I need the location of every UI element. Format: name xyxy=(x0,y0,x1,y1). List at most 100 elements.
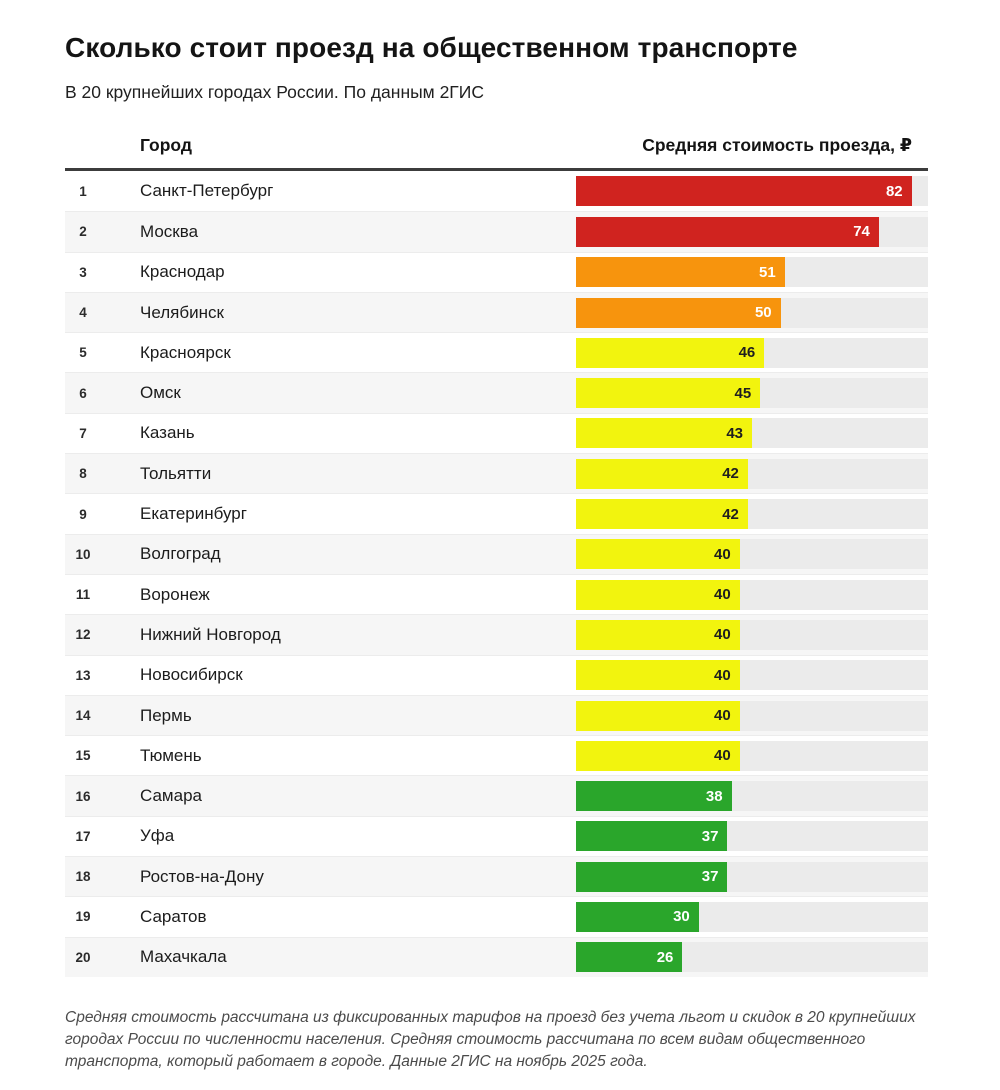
table-header: Город Средняя стоимость проезда, ₽ xyxy=(65,135,928,171)
row-value-label: 40 xyxy=(714,586,731,604)
bar-track: 37 xyxy=(576,821,928,852)
bar-track: 40 xyxy=(576,579,928,610)
page-subtitle: В 20 крупнейших городах России. По данны… xyxy=(65,82,485,102)
row-value-label: 46 xyxy=(738,344,756,362)
row-bar: 30 xyxy=(576,901,699,932)
row-rank: 1 xyxy=(79,183,87,199)
table-row: 9 Екатеринбург 42 xyxy=(65,493,928,534)
row-rank: 11 xyxy=(75,587,91,603)
table-row: 10 Волгоград 40 xyxy=(65,533,928,574)
row-rank: 12 xyxy=(75,627,91,643)
row-value-label: 50 xyxy=(754,304,772,322)
table-row: 19 Саратов 30 xyxy=(65,896,928,937)
column-header-value: Средняя стоимость проезда, ₽ xyxy=(642,135,912,155)
row-city: Казань xyxy=(140,423,195,443)
row-bar: 26 xyxy=(576,942,683,973)
bar-track: 45 xyxy=(576,378,928,409)
table-row: 5 Красноярск 46 xyxy=(65,332,928,373)
row-bar: 40 xyxy=(576,660,740,691)
table-row: 3 Краснодар 51 xyxy=(65,251,928,292)
row-bar: 50 xyxy=(576,297,781,328)
table-row: 16 Самара 38 xyxy=(65,775,928,816)
row-bar: 40 xyxy=(576,579,740,610)
row-bar: 38 xyxy=(576,781,732,812)
row-city: Красноярск xyxy=(140,342,231,362)
bar-track: 82 xyxy=(576,176,928,207)
row-city: Екатеринбург xyxy=(140,504,247,524)
infographic-page: Сколько стоит проезд на общественном тра… xyxy=(65,32,928,1070)
bar-track: 51 xyxy=(576,257,928,288)
row-value-label: 40 xyxy=(714,707,731,724)
row-city: Краснодар xyxy=(140,262,225,282)
row-bar: 42 xyxy=(576,458,748,489)
row-value-label: 45 xyxy=(734,384,752,402)
page-title: Сколько стоит проезд на общественном тра… xyxy=(65,32,798,63)
row-value-label: 42 xyxy=(722,505,739,523)
bar-track: 37 xyxy=(576,861,928,892)
table-row: 18 Ростов-на-Дону 37 xyxy=(65,856,928,897)
row-city: Новосибирск xyxy=(140,665,243,685)
row-bar: 74 xyxy=(576,216,879,247)
bar-track: 38 xyxy=(576,781,928,812)
row-city: Ростов-на-Дону xyxy=(140,866,264,886)
bar-track: 30 xyxy=(576,901,928,932)
table-row: 14 Пермь 40 xyxy=(65,694,928,736)
bar-track: 42 xyxy=(576,458,928,489)
table-row: 12 Нижний Новгород 40 xyxy=(65,614,928,655)
row-city: Москва xyxy=(140,221,199,241)
row-value-label: 40 xyxy=(714,626,731,644)
table-row: 7 Казань 43 xyxy=(65,412,928,454)
row-bar: 51 xyxy=(576,257,785,288)
row-bar: 43 xyxy=(576,418,752,449)
table-body: 1 Санкт-Петербург 82 2 Москва 74 3 Красн… xyxy=(65,171,928,977)
row-value-label: 82 xyxy=(885,182,903,200)
table-row: 15 Тюмень 40 xyxy=(65,735,928,776)
row-bar: 40 xyxy=(576,740,740,771)
row-value-label: 38 xyxy=(705,787,723,805)
row-bar: 37 xyxy=(576,821,728,852)
row-city: Пермь xyxy=(140,705,192,725)
row-city: Уфа xyxy=(140,826,175,846)
table-row: 6 Омск 45 xyxy=(65,372,928,413)
table-row: 8 Тольятти 42 xyxy=(65,453,928,494)
row-value-label: 42 xyxy=(722,465,739,483)
row-city: Тюмень xyxy=(140,745,202,765)
column-header-city: Город xyxy=(140,135,192,155)
table-row: 17 Уфа 37 xyxy=(65,815,928,857)
row-value-label: 30 xyxy=(673,908,690,926)
row-rank: 19 xyxy=(75,909,91,925)
row-city: Омск xyxy=(140,383,181,403)
row-rank: 10 xyxy=(75,546,91,562)
row-city: Тольятти xyxy=(140,463,212,483)
bar-track: 40 xyxy=(576,740,928,771)
bar-track: 40 xyxy=(576,700,928,731)
table-row: 20 Махачкала 26 xyxy=(65,936,928,977)
row-rank: 3 xyxy=(79,264,87,280)
bar-track: 40 xyxy=(576,660,928,691)
row-city: Самара xyxy=(140,786,202,806)
bar-track: 43 xyxy=(576,418,928,449)
table-row: 11 Воронеж 40 xyxy=(65,573,928,615)
row-rank: 6 xyxy=(79,385,87,401)
row-rank: 16 xyxy=(75,788,91,804)
bar-track: 42 xyxy=(576,499,928,530)
row-value-label: 37 xyxy=(701,827,719,845)
bar-track: 40 xyxy=(576,619,928,650)
row-rank: 13 xyxy=(75,667,91,683)
row-bar: 40 xyxy=(576,700,740,731)
table-row: 1 Санкт-Петербург 82 xyxy=(65,171,928,212)
row-rank: 17 xyxy=(75,828,91,844)
row-rank: 4 xyxy=(79,305,87,321)
row-rank: 18 xyxy=(75,869,91,885)
row-value-label: 51 xyxy=(759,263,776,281)
row-city: Нижний Новгород xyxy=(140,624,281,644)
table-row: 4 Челябинск 50 xyxy=(65,291,928,333)
row-value-label: 40 xyxy=(714,747,731,765)
row-bar: 40 xyxy=(576,539,740,570)
row-city: Махачкала xyxy=(140,947,227,967)
row-rank: 8 xyxy=(79,466,87,482)
row-value-label: 40 xyxy=(714,545,731,563)
row-bar: 40 xyxy=(576,619,740,650)
row-value-label: 40 xyxy=(714,666,731,684)
row-rank: 7 xyxy=(79,425,87,441)
